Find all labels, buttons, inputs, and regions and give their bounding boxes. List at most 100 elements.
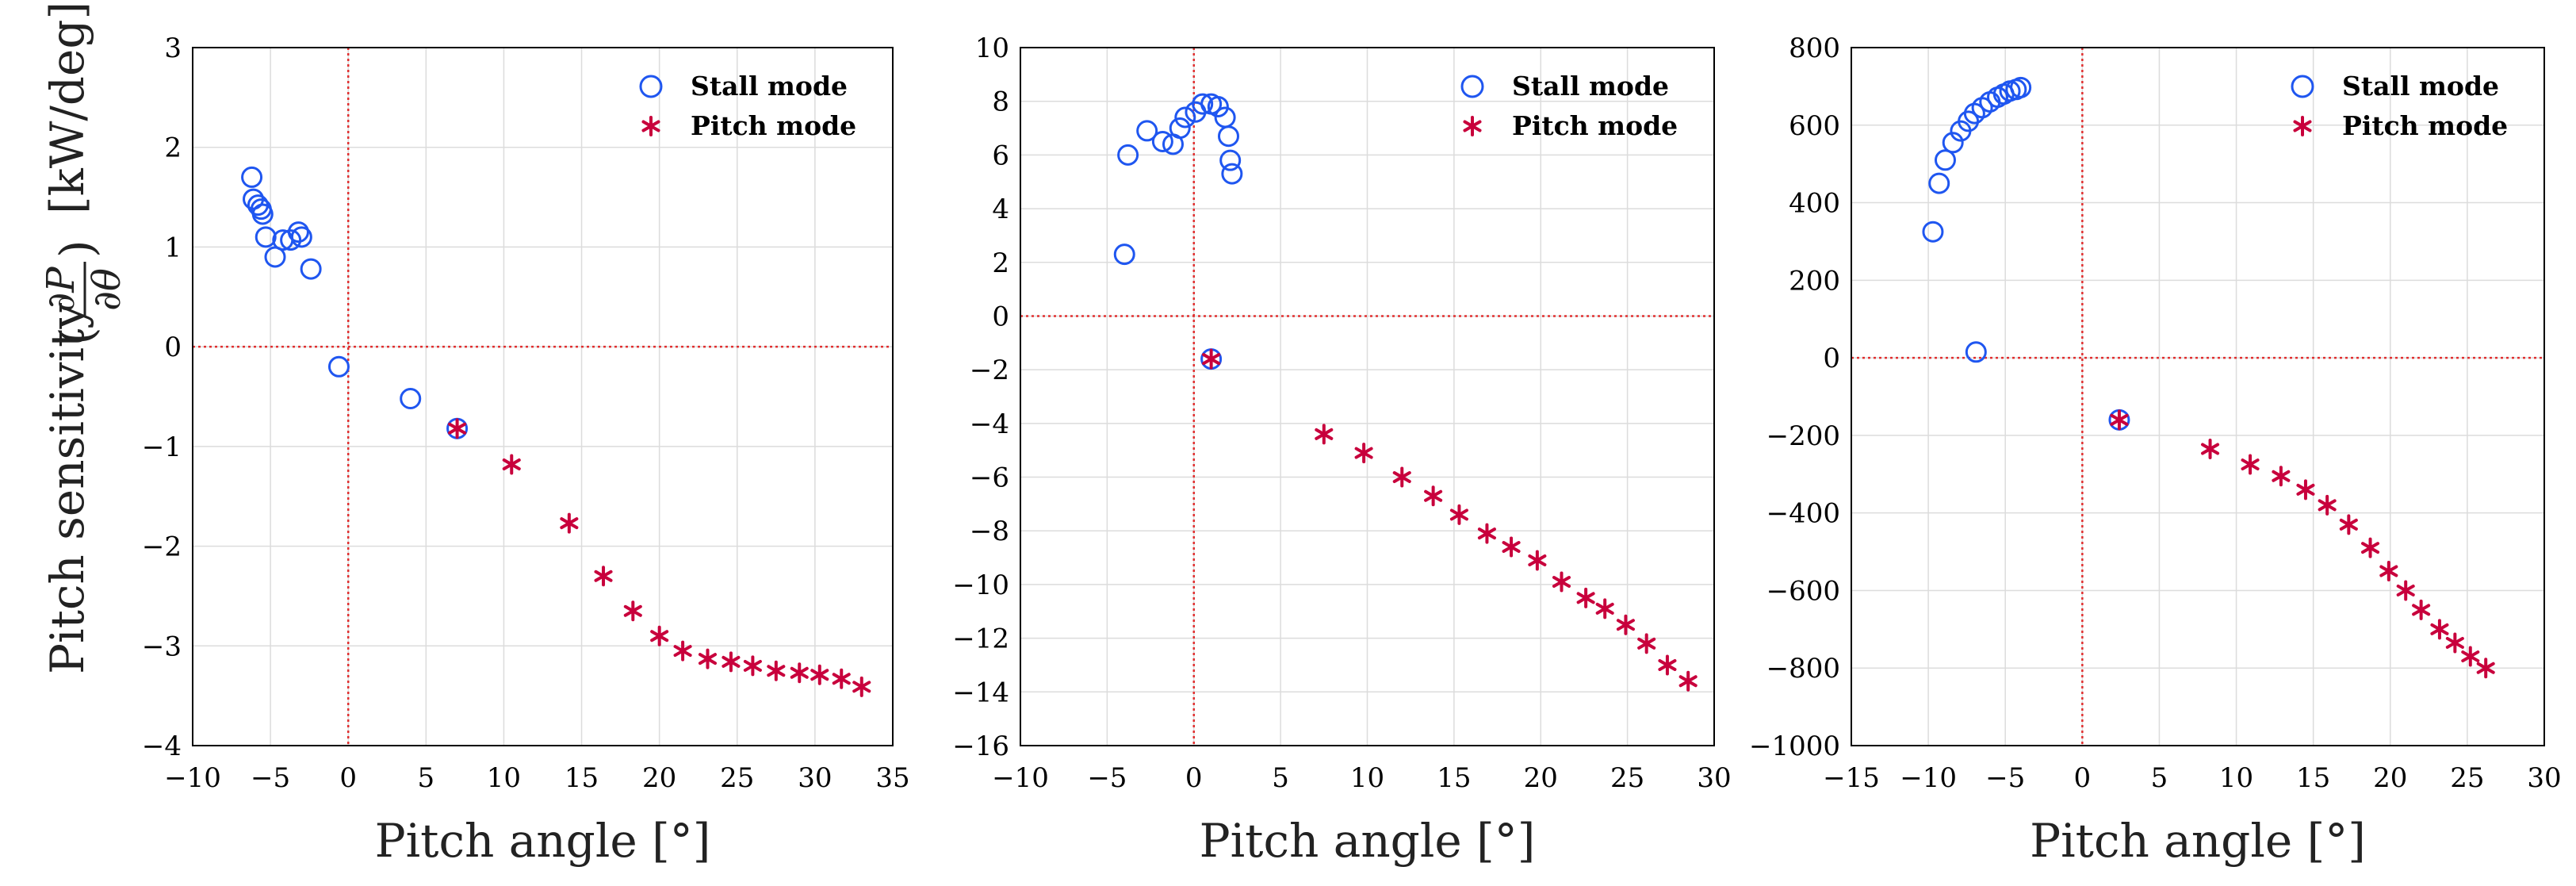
data-point-stall [1169, 117, 1191, 140]
data-point-stall [1221, 163, 1243, 185]
asterisk-stroke [1463, 120, 1482, 132]
legend-entry: Stall mode [1512, 71, 1669, 102]
x-tick-label: 20 [2373, 762, 2407, 794]
data-point-stall [1151, 130, 1173, 152]
y-tick-label: 3 [164, 33, 182, 64]
data-point-stall [1219, 149, 1242, 171]
x-tick-label: −5 [251, 762, 290, 794]
y-tick-label: 10 [975, 33, 1009, 64]
y-tick-label: −2 [142, 531, 182, 563]
asterisk-stroke [743, 659, 762, 672]
y-tick-label: −10 [952, 570, 1009, 601]
data-point-pitch [2339, 514, 2358, 535]
asterisk-stroke [1637, 637, 1656, 650]
x-tick-label: 25 [1610, 762, 1644, 794]
x-tick-label: 15 [1437, 762, 1471, 794]
data-point-stall [2010, 76, 2032, 98]
asterisk-stroke [623, 604, 642, 617]
data-point-stall [1214, 106, 1236, 128]
asterisk-stroke [1392, 471, 1411, 484]
asterisk-stroke [790, 666, 809, 679]
data-point-stall [1928, 172, 1950, 194]
data-point-pitch [1424, 485, 1443, 507]
y-tick-label: −2 [970, 355, 1009, 386]
plot-frame [1020, 47, 1715, 746]
y-axis-label-paren-open: ( [50, 327, 104, 345]
asterisk-stroke [502, 458, 521, 470]
x-tick-label: 30 [2527, 762, 2561, 794]
data-point-stall [1965, 341, 1987, 363]
data-point-pitch [1552, 571, 1571, 593]
data-point-pitch [560, 512, 579, 534]
data-point-stall [280, 229, 302, 251]
data-point-pitch [2272, 466, 2291, 487]
data-point-stall [1113, 244, 1135, 266]
y-tick-label: −800 [1766, 653, 1840, 685]
data-point-pitch [673, 640, 692, 662]
x-tick-label: 10 [1350, 762, 1384, 794]
data-point-stall [1192, 93, 1214, 115]
asterisk-stroke [448, 422, 467, 435]
legend-entry: Stall mode [2342, 71, 2499, 102]
y-tick-label: −8 [970, 516, 1009, 547]
chart-2: −10 −5 0 5 10 15 20 25 30 −16 −14 −12 −10 −8 −6 −4 −2 0 2 4… [952, 33, 1731, 868]
legend-marker-pitch [1463, 116, 1482, 136]
data-point-stall [400, 388, 422, 410]
y-tick-label: 800 [1789, 33, 1840, 64]
x-tick-label: 10 [2219, 762, 2253, 794]
data-point-pitch [650, 625, 669, 646]
asterisk-stroke [1552, 576, 1571, 589]
asterisk-stroke [1658, 658, 1677, 671]
data-point-pitch [767, 660, 786, 681]
data-point-pitch [1502, 536, 1521, 558]
asterisk-stroke [832, 673, 851, 685]
asterisk-stroke [1315, 428, 1334, 440]
asterisk-stroke [2379, 565, 2398, 577]
legend-entry: Stall mode [691, 71, 848, 102]
x-tick-label: 20 [642, 762, 676, 794]
data-point-pitch [698, 648, 718, 669]
y-tick-label: −6 [970, 462, 1009, 494]
y-tick-label: 0 [992, 301, 1009, 332]
y-tick-label: 8 [992, 86, 1009, 118]
data-point-pitch [2201, 439, 2220, 459]
asterisk-stroke [698, 653, 718, 665]
y-tick-label: −3 [142, 631, 182, 662]
data-point-pitch [2430, 619, 2449, 640]
data-point-pitch [743, 655, 762, 677]
data-point-pitch [1637, 633, 1656, 654]
asterisk-stroke [1477, 527, 1496, 540]
y-tick-label: −600 [1766, 575, 1840, 607]
asterisk-stroke [1449, 508, 1468, 521]
data-point-pitch [1449, 504, 1468, 525]
x-axis-label: Pitch angle [°] [375, 814, 711, 868]
data-point-pitch [2476, 658, 2495, 679]
asterisk-stroke [2476, 662, 2495, 674]
data-point-pitch [2379, 561, 2398, 581]
y-tick-label: 600 [1789, 110, 1840, 142]
data-point-pitch [1392, 466, 1411, 488]
x-tick-label: 0 [1185, 762, 1203, 794]
asterisk-stroke [2241, 458, 2260, 471]
x-tick-label: 20 [1524, 762, 1558, 794]
asterisk-stroke [2396, 584, 2415, 596]
data-point-stall [1174, 106, 1196, 128]
data-point-pitch [2461, 646, 2480, 667]
data-point-stall [1207, 95, 1229, 117]
y-tick-label: 6 [992, 140, 1009, 171]
data-point-pitch [1202, 348, 1221, 370]
data-point-pitch [594, 566, 613, 587]
asterisk-stroke [2445, 636, 2464, 649]
data-point-pitch [810, 664, 829, 685]
asterisk-stroke [641, 120, 660, 132]
y-tick-label: −4 [970, 408, 1009, 440]
x-tick-label: 15 [565, 762, 599, 794]
x-tick-label: −10 [992, 762, 1049, 794]
x-tick-label: 15 [2296, 762, 2330, 794]
data-point-stall [241, 166, 263, 188]
y-tick-label: −1000 [1749, 731, 1840, 762]
asterisk-stroke [1576, 592, 1595, 604]
x-tick-label: −15 [1823, 762, 1880, 794]
data-point-pitch [832, 668, 851, 689]
